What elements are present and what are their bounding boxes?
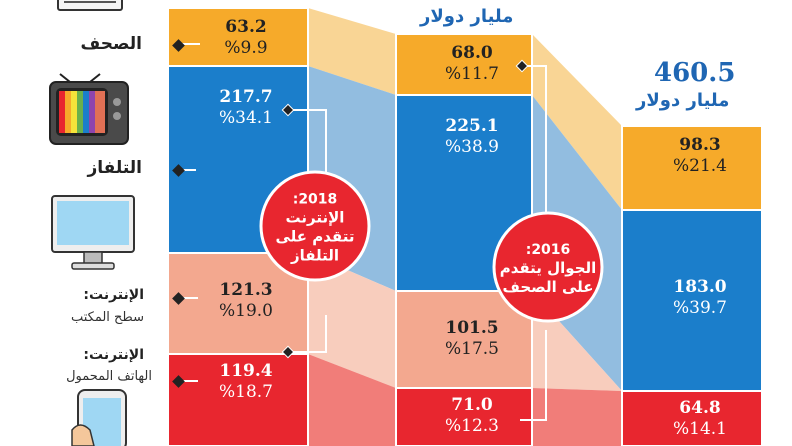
connector-marker-0 xyxy=(281,103,295,117)
newspaper-icon xyxy=(57,0,123,11)
value-label-right-tv: 183.0 xyxy=(673,277,726,297)
value-label-left-tv: 217.7 xyxy=(219,87,272,107)
value-label-right-newspapers: 98.3 xyxy=(679,135,720,155)
annotation-year-0: 2018: xyxy=(293,192,338,208)
pct-label-middle-mobile: %12.3 xyxy=(445,416,499,436)
bar-segment-left-desktop xyxy=(167,252,309,355)
right-unit-label: مليار دولار xyxy=(636,90,730,111)
stacked-bars xyxy=(167,7,763,446)
pct-label-left-mobile: %18.7 xyxy=(219,382,273,402)
flow-band-mobile-0 xyxy=(308,354,396,446)
connector-2018-top xyxy=(288,109,327,175)
legend-label-newspapers: الصحف xyxy=(80,34,142,54)
legend-label-desktop: الإنترنت: xyxy=(83,287,144,303)
value-label-left-desktop: 121.3 xyxy=(219,280,272,300)
bar-segment-middle-mobile xyxy=(395,387,533,446)
legend-sublabel-desktop: سطح المكتب xyxy=(70,310,144,325)
flow-band-newspapers-1 xyxy=(532,34,622,210)
pct-label-left-tv: %34.1 xyxy=(219,108,273,128)
bar-segment-right-mobile xyxy=(621,390,763,446)
connector-2016-top xyxy=(522,65,547,218)
value-label-middle-desktop: 101.5 xyxy=(445,318,498,338)
flow-bands xyxy=(308,8,622,446)
connector-2018-bottom xyxy=(288,315,327,353)
pct-label-right-tv: %39.7 xyxy=(673,298,727,318)
bar-segment-right-newspapers xyxy=(621,125,763,211)
annotation-text-1-1: الجوال يتقدم xyxy=(500,259,597,277)
phone-icon xyxy=(71,389,127,446)
annotation-bubble-1 xyxy=(492,211,604,323)
annotation-text-0-2: تتقدم على xyxy=(276,228,355,246)
middle-unit-label: مليار دولار xyxy=(420,6,514,27)
legend-label-tv: التلفاز xyxy=(87,158,143,178)
bar-segment-left-mobile xyxy=(167,353,309,446)
value-label-right-mobile: 64.8 xyxy=(679,398,720,418)
connector-marker-2 xyxy=(515,59,529,73)
monitor-icon xyxy=(51,195,135,270)
annotation-bubble-0 xyxy=(259,170,371,282)
bar-segment-left-newspapers xyxy=(167,7,309,67)
connector-2016-bottom xyxy=(520,330,547,421)
annotation-text-1-2: على الصحف xyxy=(503,278,594,296)
value-label-middle-tv: 225.1 xyxy=(445,116,498,136)
pct-label-middle-tv: %38.9 xyxy=(445,137,499,157)
bar-segment-right-tv xyxy=(621,209,763,392)
flow-band-mobile-1 xyxy=(532,388,622,446)
annotation-year-1: 2016: xyxy=(526,242,571,258)
legend-sublabel-mobile: الهاتف المحمول xyxy=(66,369,152,384)
legend-icons xyxy=(49,0,135,446)
pct-label-left-newspapers: %9.9 xyxy=(224,38,267,58)
annotation-text-0-3: التلفاز xyxy=(290,247,339,265)
bar-segment-middle-newspapers xyxy=(395,33,533,96)
connector-marker-1 xyxy=(281,345,295,359)
segment-labels: 63.2%9.9 217.7%34.1 121.3%19.0 119.4%18.7 68… xyxy=(219,17,727,439)
value-label-middle-newspapers: 68.0 xyxy=(451,43,493,63)
value-label-middle-mobile: 71.0 xyxy=(451,395,493,415)
bar-segment-middle-desktop xyxy=(395,290,533,389)
flow-band-desktop-0 xyxy=(308,253,396,388)
pct-label-right-mobile: %14.1 xyxy=(673,419,727,439)
pct-label-right-newspapers: %21.4 xyxy=(673,156,727,176)
right-total-value: 460.5 xyxy=(654,58,736,88)
annotation-text-0-1: الإنترنت xyxy=(286,209,345,227)
pct-label-left-desktop: %19.0 xyxy=(219,301,273,321)
pct-label-middle-newspapers: %11.7 xyxy=(445,64,499,84)
value-label-left-newspapers: 63.2 xyxy=(225,17,266,37)
legend-label-mobile: الإنترنت: xyxy=(83,347,144,363)
tv-icon xyxy=(49,73,129,145)
value-label-left-mobile: 119.4 xyxy=(219,361,272,381)
pct-label-middle-desktop: %17.5 xyxy=(445,339,499,359)
